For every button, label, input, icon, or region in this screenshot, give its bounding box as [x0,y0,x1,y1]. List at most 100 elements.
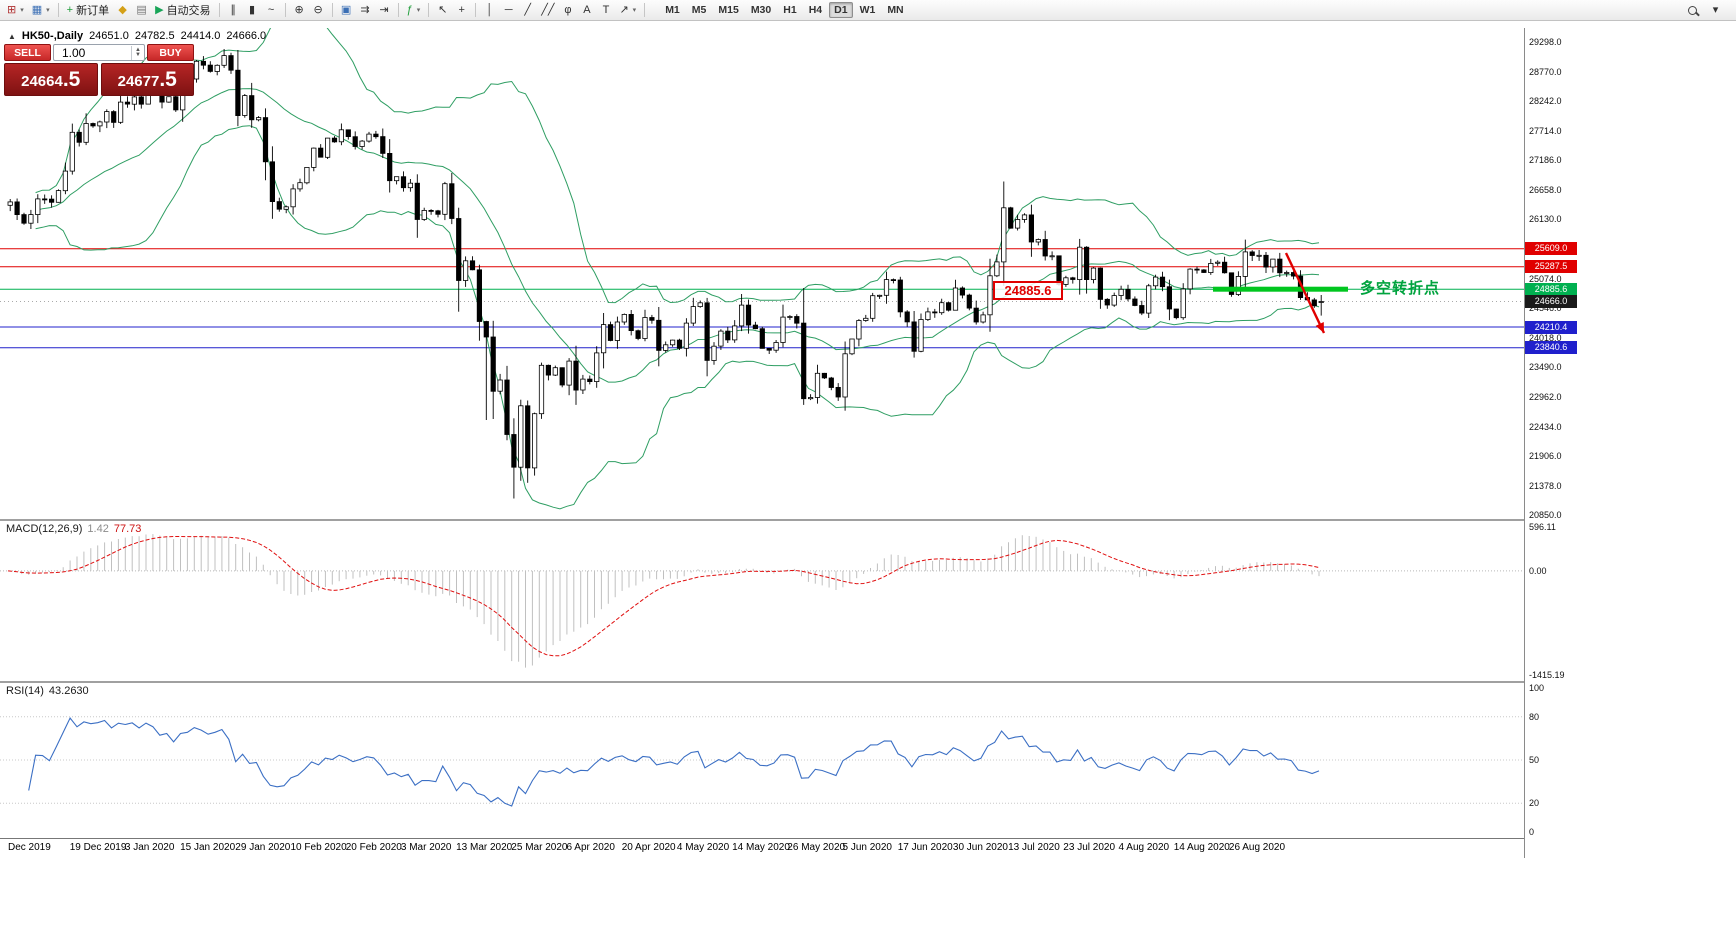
candle[interactable] [1208,262,1214,273]
candle[interactable] [49,198,55,203]
candle[interactable] [773,342,779,351]
candle[interactable] [304,166,310,184]
candle[interactable] [683,322,690,349]
candle[interactable] [1042,239,1048,257]
candle[interactable] [1015,219,1021,229]
candle[interactable] [62,170,69,192]
candle[interactable] [1153,276,1159,287]
candle[interactable] [808,397,814,400]
candle[interactable] [1311,299,1317,307]
candle[interactable] [104,111,110,123]
candle[interactable] [870,295,876,319]
candle[interactable] [469,260,476,271]
candle[interactable] [1104,298,1110,306]
candle[interactable] [525,405,531,469]
candle[interactable] [193,60,200,80]
candle[interactable] [421,209,427,220]
candle[interactable] [1035,239,1041,243]
candle[interactable] [1049,255,1055,258]
candle[interactable] [987,275,993,316]
zoom-in-icon[interactable]: ⊕ [290,2,309,19]
candle[interactable] [704,302,710,361]
candle[interactable] [911,321,917,352]
candle[interactable] [966,294,972,309]
candle[interactable] [400,176,407,189]
candle[interactable] [407,182,414,189]
candle[interactable] [1021,214,1028,220]
candle[interactable] [532,413,538,469]
candle[interactable] [739,304,745,327]
candle[interactable] [766,347,772,351]
candle[interactable] [228,55,234,71]
spinner-up-icon[interactable]: ▲ [135,46,141,53]
candle[interactable] [1132,298,1138,306]
candle[interactable] [490,336,496,392]
buy-price-panel[interactable]: 24677.5 [100,63,194,96]
candle[interactable] [69,131,75,172]
candle[interactable] [345,129,351,138]
candle[interactable] [594,352,600,382]
candle[interactable] [1166,286,1172,310]
candle[interactable] [242,95,248,116]
timeframe-w1[interactable]: W1 [859,4,876,16]
candle[interactable] [1284,272,1290,274]
candle[interactable] [269,161,276,203]
candle[interactable] [1277,258,1283,274]
candle[interactable] [904,311,910,323]
candle[interactable] [262,117,269,163]
candle[interactable] [835,386,841,398]
timeframe-m1[interactable]: M1 [665,4,680,16]
candle[interactable] [877,294,883,297]
candle[interactable] [1097,267,1103,300]
candle[interactable] [518,405,524,468]
candle[interactable] [35,198,41,215]
candle[interactable] [380,136,386,154]
timeframe-d1[interactable]: D1 [829,2,853,18]
chart-window[interactable]: ▲ HK50-,Daily 24651.0 24782.5 24414.0 24… [0,21,1736,948]
buy-button[interactable]: BUY [147,44,194,61]
candle[interactable] [352,136,358,147]
candle[interactable] [939,302,945,314]
crosshair-icon[interactable]: + [452,2,471,19]
candle[interactable] [635,330,641,339]
candle[interactable] [131,96,137,105]
candle[interactable] [1318,301,1324,303]
candle[interactable] [42,198,48,201]
candle[interactable] [1222,261,1228,274]
candle[interactable] [387,153,393,182]
candle[interactable] [752,324,759,330]
candle[interactable] [76,131,82,143]
candle[interactable] [166,96,172,103]
candle[interactable] [442,183,448,215]
candle[interactable] [849,338,855,355]
candle[interactable] [428,209,434,212]
candle[interactable] [483,321,489,338]
candle[interactable] [732,325,738,341]
candle[interactable] [552,367,558,376]
candle[interactable] [952,287,959,311]
auto-scroll-icon[interactable]: ⇉ [356,2,375,19]
macd-rsi-splitter[interactable] [0,681,1524,683]
candle[interactable] [780,316,786,343]
candle[interactable] [1125,288,1131,300]
candle[interactable] [863,317,869,321]
candle[interactable] [290,188,296,208]
candle[interactable] [897,279,903,313]
candle[interactable] [980,314,986,323]
candle[interactable] [932,311,938,314]
new-chart-icon[interactable]: ⊞ ▾ [3,2,28,19]
volume-field[interactable]: 1.00 ▲ ▼ [53,44,145,61]
line-chart-icon[interactable]: ~ [262,2,281,19]
candle[interactable] [338,129,345,143]
candle[interactable] [318,147,324,158]
candle[interactable] [621,313,627,323]
candle[interactable] [393,176,400,182]
candle[interactable] [745,304,752,326]
candle[interactable] [787,316,793,318]
candle[interactable] [55,190,62,203]
candle[interactable] [511,434,517,468]
macd-panel-canvas[interactable] [0,521,1524,679]
candle[interactable] [359,140,365,147]
candle[interactable] [676,339,683,349]
candle[interactable] [1235,275,1241,295]
